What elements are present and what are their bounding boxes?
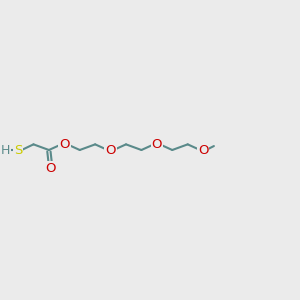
- Text: O: O: [198, 143, 208, 157]
- Text: O: O: [59, 138, 70, 151]
- Text: O: O: [152, 138, 162, 151]
- Text: H: H: [1, 143, 10, 157]
- Text: O: O: [105, 143, 116, 157]
- Text: S: S: [14, 143, 22, 157]
- Text: O: O: [45, 162, 56, 175]
